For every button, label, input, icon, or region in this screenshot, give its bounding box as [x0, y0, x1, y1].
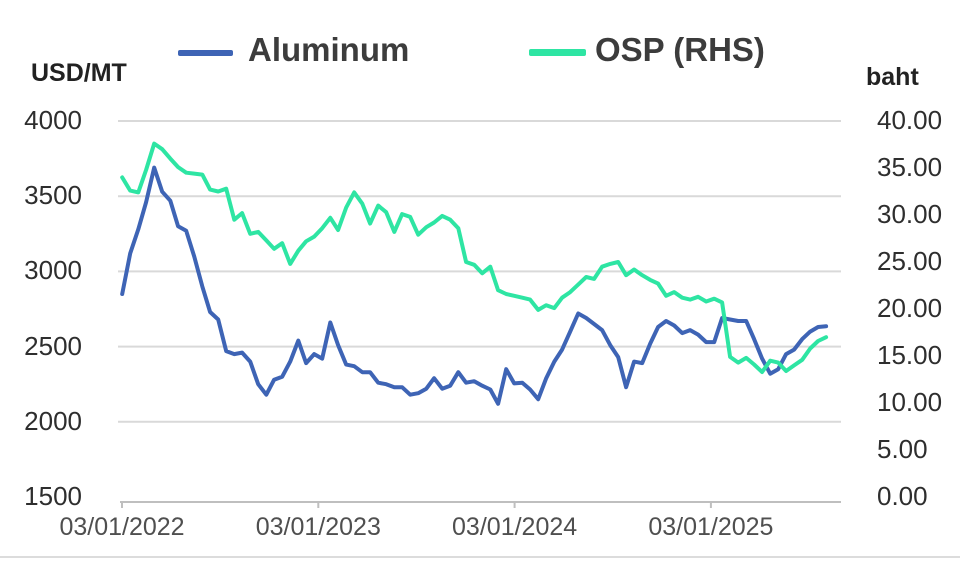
right-axis-tick-label: 25.00	[877, 246, 943, 276]
left-axis-tick-label: 1500	[24, 481, 82, 511]
legend-swatch-aluminum	[178, 50, 233, 56]
left-axis-tick-label: 2500	[24, 330, 82, 361]
series-line-osp-rhs	[120, 141, 829, 374]
legend-label-aluminum: Aluminum	[248, 31, 410, 68]
right-axis-unit-label: baht	[866, 63, 919, 91]
right-axis-tick-label: 5.00	[877, 434, 928, 464]
legend-swatch-osp	[529, 49, 586, 56]
x-axis-tick-label: 03/01/2022	[59, 513, 185, 541]
right-axis-tick-label: 15.00	[877, 340, 943, 370]
right-axis-tick-label: 35.00	[877, 152, 943, 182]
right-axis-tick-label: 0.00	[877, 481, 928, 511]
left-axis-tick-label: 2000	[24, 405, 82, 436]
legend-label-osp: OSP (RHS)	[595, 31, 765, 68]
left-axis-tick-label: 3500	[24, 180, 82, 211]
series-line-aluminum	[120, 165, 829, 406]
left-axis-tick-label: 4000	[24, 105, 82, 135]
left-axis-tick-label: 3000	[24, 255, 82, 286]
right-axis-tick-label: 20.00	[877, 293, 943, 323]
x-axis-tick-label: 03/01/2024	[452, 513, 578, 541]
bottom-divider-line	[0, 556, 960, 558]
right-axis-tick-label: 30.00	[877, 199, 943, 229]
left-axis-unit-label: USD/MT	[31, 59, 127, 87]
chart-legend: Aluminum OSP (RHS)	[0, 0, 960, 90]
right-axis-tick-label: 40.00	[877, 105, 943, 135]
right-axis-tick-label: 10.00	[877, 387, 943, 417]
x-axis-tick-label: 03/01/2025	[648, 513, 774, 541]
x-axis-tick-label: 03/01/2023	[255, 513, 381, 541]
